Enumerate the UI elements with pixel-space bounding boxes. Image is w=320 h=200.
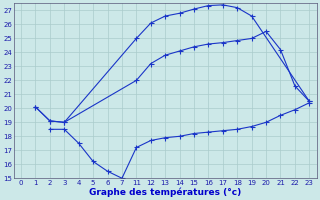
X-axis label: Graphe des températures (°c): Graphe des températures (°c) [89,187,241,197]
